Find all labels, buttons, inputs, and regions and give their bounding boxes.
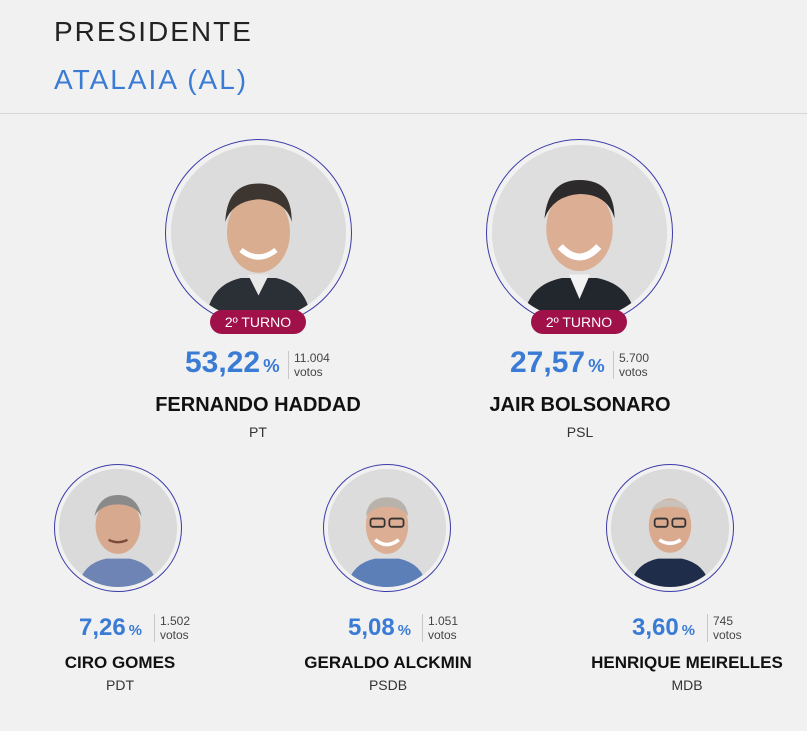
second-round-badge: 2º TURNO [531,310,627,334]
vote-count: 5.700 votos [613,351,649,379]
person-photo-icon [59,469,177,587]
candidate-name: HENRIQUE MEIRELLES [591,653,783,672]
vote-count-value: 1.502 [160,614,191,628]
percentage-value: 5,08 [348,614,395,641]
candidate-photo [171,145,346,320]
percent-symbol: % [681,623,695,639]
percent-symbol: % [588,355,605,376]
vote-count-label: votos [294,365,323,379]
candidate-photo [328,469,446,587]
page-title: PRESIDENTE [54,16,253,47]
vote-count-label: votos [160,628,189,642]
second-round-badge: 2º TURNO [210,310,306,334]
percent-symbol: % [128,623,142,639]
vote-count: 1.051 votos [422,614,458,642]
vote-count: 11.004 votos [288,351,330,379]
vote-count-value: 11.004 [294,351,330,365]
candidate-party: MDB [671,677,703,693]
vote-percentage: 3,60% [632,614,695,642]
candidate-party: PSDB [368,677,408,693]
candidate-party: PT [249,424,267,440]
vote-percentage: 5,08% [348,614,411,642]
person-photo-icon [171,145,346,320]
percentage-value: 7,26 [79,614,126,641]
vote-percentage: 53,22% [185,346,280,380]
vote-count-value: 5.700 [619,351,650,365]
vote-count-value: 1.051 [428,614,459,628]
candidate-name: CIRO GOMES [64,653,176,672]
candidate-name: JAIR BOLSONARO [489,394,671,416]
candidate-photo [492,145,667,320]
candidate-party: PDT [106,677,134,693]
candidate-photo [611,469,729,587]
percentage-value: 53,22 [185,346,261,379]
page-header: PRESIDENTE ATALAIA (AL) [0,0,807,114]
vote-count-label: votos [713,628,742,642]
percentage-value: 3,60 [632,614,679,641]
vote-percentage: 27,57% [510,346,605,380]
candidate-party: PSL [566,424,594,440]
person-photo-icon [328,469,446,587]
person-photo-icon [492,145,667,320]
location-subtitle: ATALAIA (AL) [54,64,249,95]
vote-count-label: votos [619,365,648,379]
person-photo-icon [611,469,729,587]
percent-symbol: % [263,355,280,376]
candidate-name: FERNANDO HADDAD [155,394,361,416]
candidate-name: GERALDO ALCKMIN [304,653,472,672]
percentage-value: 27,57 [510,346,586,379]
vote-count: 1.502 votos [154,614,190,642]
vote-percentage: 7,26% [79,614,142,642]
percent-symbol: % [397,623,411,639]
vote-count-value: 745 [713,614,734,628]
vote-count: 745 votos [707,614,742,642]
candidate-photo [59,469,177,587]
vote-count-label: votos [428,628,457,642]
